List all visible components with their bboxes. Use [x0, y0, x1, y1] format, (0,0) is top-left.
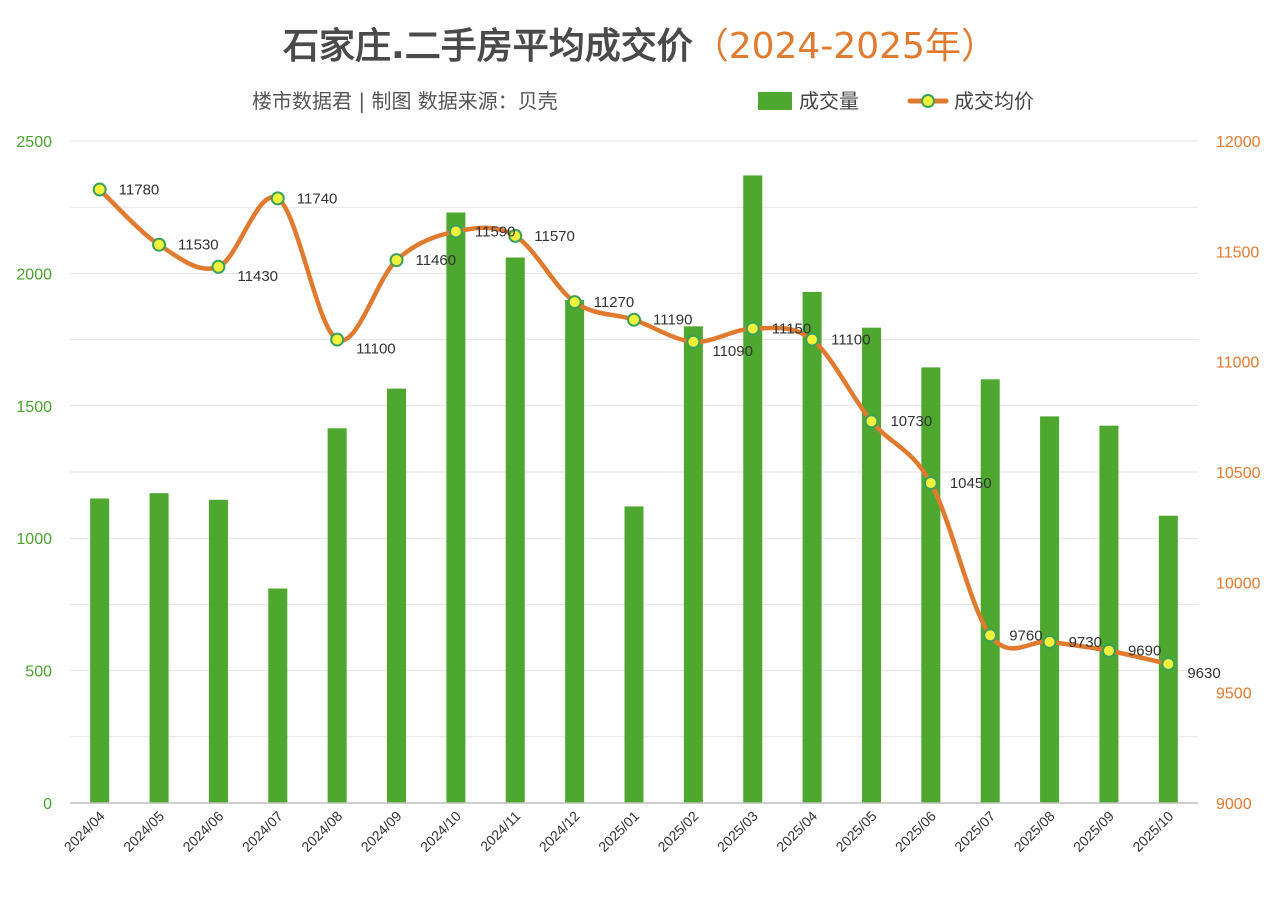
price-data-label: 11570	[534, 228, 575, 245]
volume-bar	[683, 326, 703, 803]
y-left-tick: 1000	[16, 531, 52, 548]
price-data-label: 11530	[178, 237, 219, 254]
y-right-tick: 10500	[1216, 465, 1261, 482]
chart-title: 石家庄.二手房平均成交价	[283, 25, 693, 67]
price-data-label: 11150	[772, 321, 812, 338]
price-marker	[923, 476, 938, 491]
y-left-tick: 1500	[16, 399, 52, 416]
volume-bar	[208, 499, 228, 803]
left-axis: 0 500 1000 1500 2000 2500	[16, 134, 52, 813]
price-marker	[92, 182, 107, 197]
volume-bar	[1099, 425, 1119, 803]
price-marker	[389, 253, 404, 268]
legend: 成交量 成交均价	[758, 89, 1034, 113]
volume-bar	[90, 498, 110, 803]
chart-subtitle: 楼市数据君 | 制图 数据来源：贝壳	[252, 89, 558, 113]
price-marker	[983, 628, 998, 643]
volume-bar	[802, 291, 822, 803]
price-data-label: 11460	[416, 252, 457, 269]
volume-bar	[624, 506, 644, 803]
price-data-label: 11100	[831, 332, 871, 349]
price-marker	[152, 237, 167, 252]
price-data-label: 11590	[475, 223, 516, 240]
y-right-tick: 11500	[1216, 244, 1259, 261]
legend-label-bar: 成交量	[799, 89, 859, 113]
price-data-label: 11090	[712, 343, 753, 360]
price-marker	[508, 228, 523, 243]
volume-bar	[327, 428, 347, 803]
chart-title-years: （2024-2025年）	[693, 26, 997, 67]
price-data-label: 9760	[1009, 627, 1042, 644]
legend-label-line: 成交均价	[954, 89, 1034, 113]
y-left-tick: 500	[25, 664, 52, 681]
price-marker	[1161, 656, 1176, 671]
price-marker	[686, 334, 701, 349]
price-data-label: 11780	[119, 182, 160, 199]
price-data-label: 11430	[237, 268, 278, 285]
price-data-label: 10450	[950, 475, 992, 492]
y-left-tick: 2500	[16, 134, 52, 151]
price-marker	[270, 191, 285, 206]
volume-bar	[565, 299, 585, 803]
volume-bar	[149, 493, 169, 803]
price-markers	[92, 182, 1176, 671]
volume-bar	[861, 327, 881, 803]
chart-title-group: 石家庄.二手房平均成交价（2024-2025年）	[283, 25, 997, 67]
y-right-tick: 9000	[1216, 796, 1252, 813]
price-marker	[864, 414, 879, 429]
y-right-tick: 11000	[1216, 355, 1259, 372]
price-labels: 11780 11530 11430 11740 11100 11460 11590 11570…	[119, 182, 1221, 682]
legend-swatch-marker	[921, 94, 935, 108]
volume-bar	[980, 379, 1000, 803]
price-data-label: 11190	[653, 312, 693, 329]
price-data-label: 9630	[1187, 665, 1220, 682]
y-right-tick: 12000	[1216, 134, 1261, 151]
price-data-label: 9730	[1069, 634, 1102, 651]
price-marker	[211, 259, 226, 274]
price-marker	[627, 312, 641, 327]
price-marker	[745, 321, 760, 336]
volume-bar	[387, 388, 407, 803]
price-marker	[1101, 643, 1116, 658]
y-left-tick: 2000	[16, 266, 52, 283]
price-data-label: 11270	[594, 294, 635, 311]
price-marker	[330, 332, 345, 347]
price-marker	[1042, 634, 1057, 649]
price-data-label: 11740	[297, 190, 338, 207]
volume-bar	[446, 212, 466, 804]
volume-bar	[1040, 416, 1060, 803]
volume-bar	[268, 588, 288, 803]
y-right-tick: 9500	[1216, 686, 1252, 703]
legend-swatch-bar	[758, 92, 792, 110]
volume-bar	[921, 367, 941, 803]
volume-bar	[743, 175, 763, 803]
y-right-tick: 10000	[1216, 575, 1261, 592]
right-axis: 9000 9500 10000 10500 11000 11500 12000	[1216, 134, 1261, 813]
price-marker	[448, 224, 463, 239]
y-left-tick: 0	[43, 796, 52, 813]
price-data-label: 11100	[356, 341, 396, 358]
price-marker	[805, 332, 820, 347]
price-marker	[567, 295, 582, 310]
price-data-label: 10730	[890, 413, 932, 430]
volume-bar	[505, 257, 525, 804]
price-data-label: 9690	[1128, 643, 1161, 660]
